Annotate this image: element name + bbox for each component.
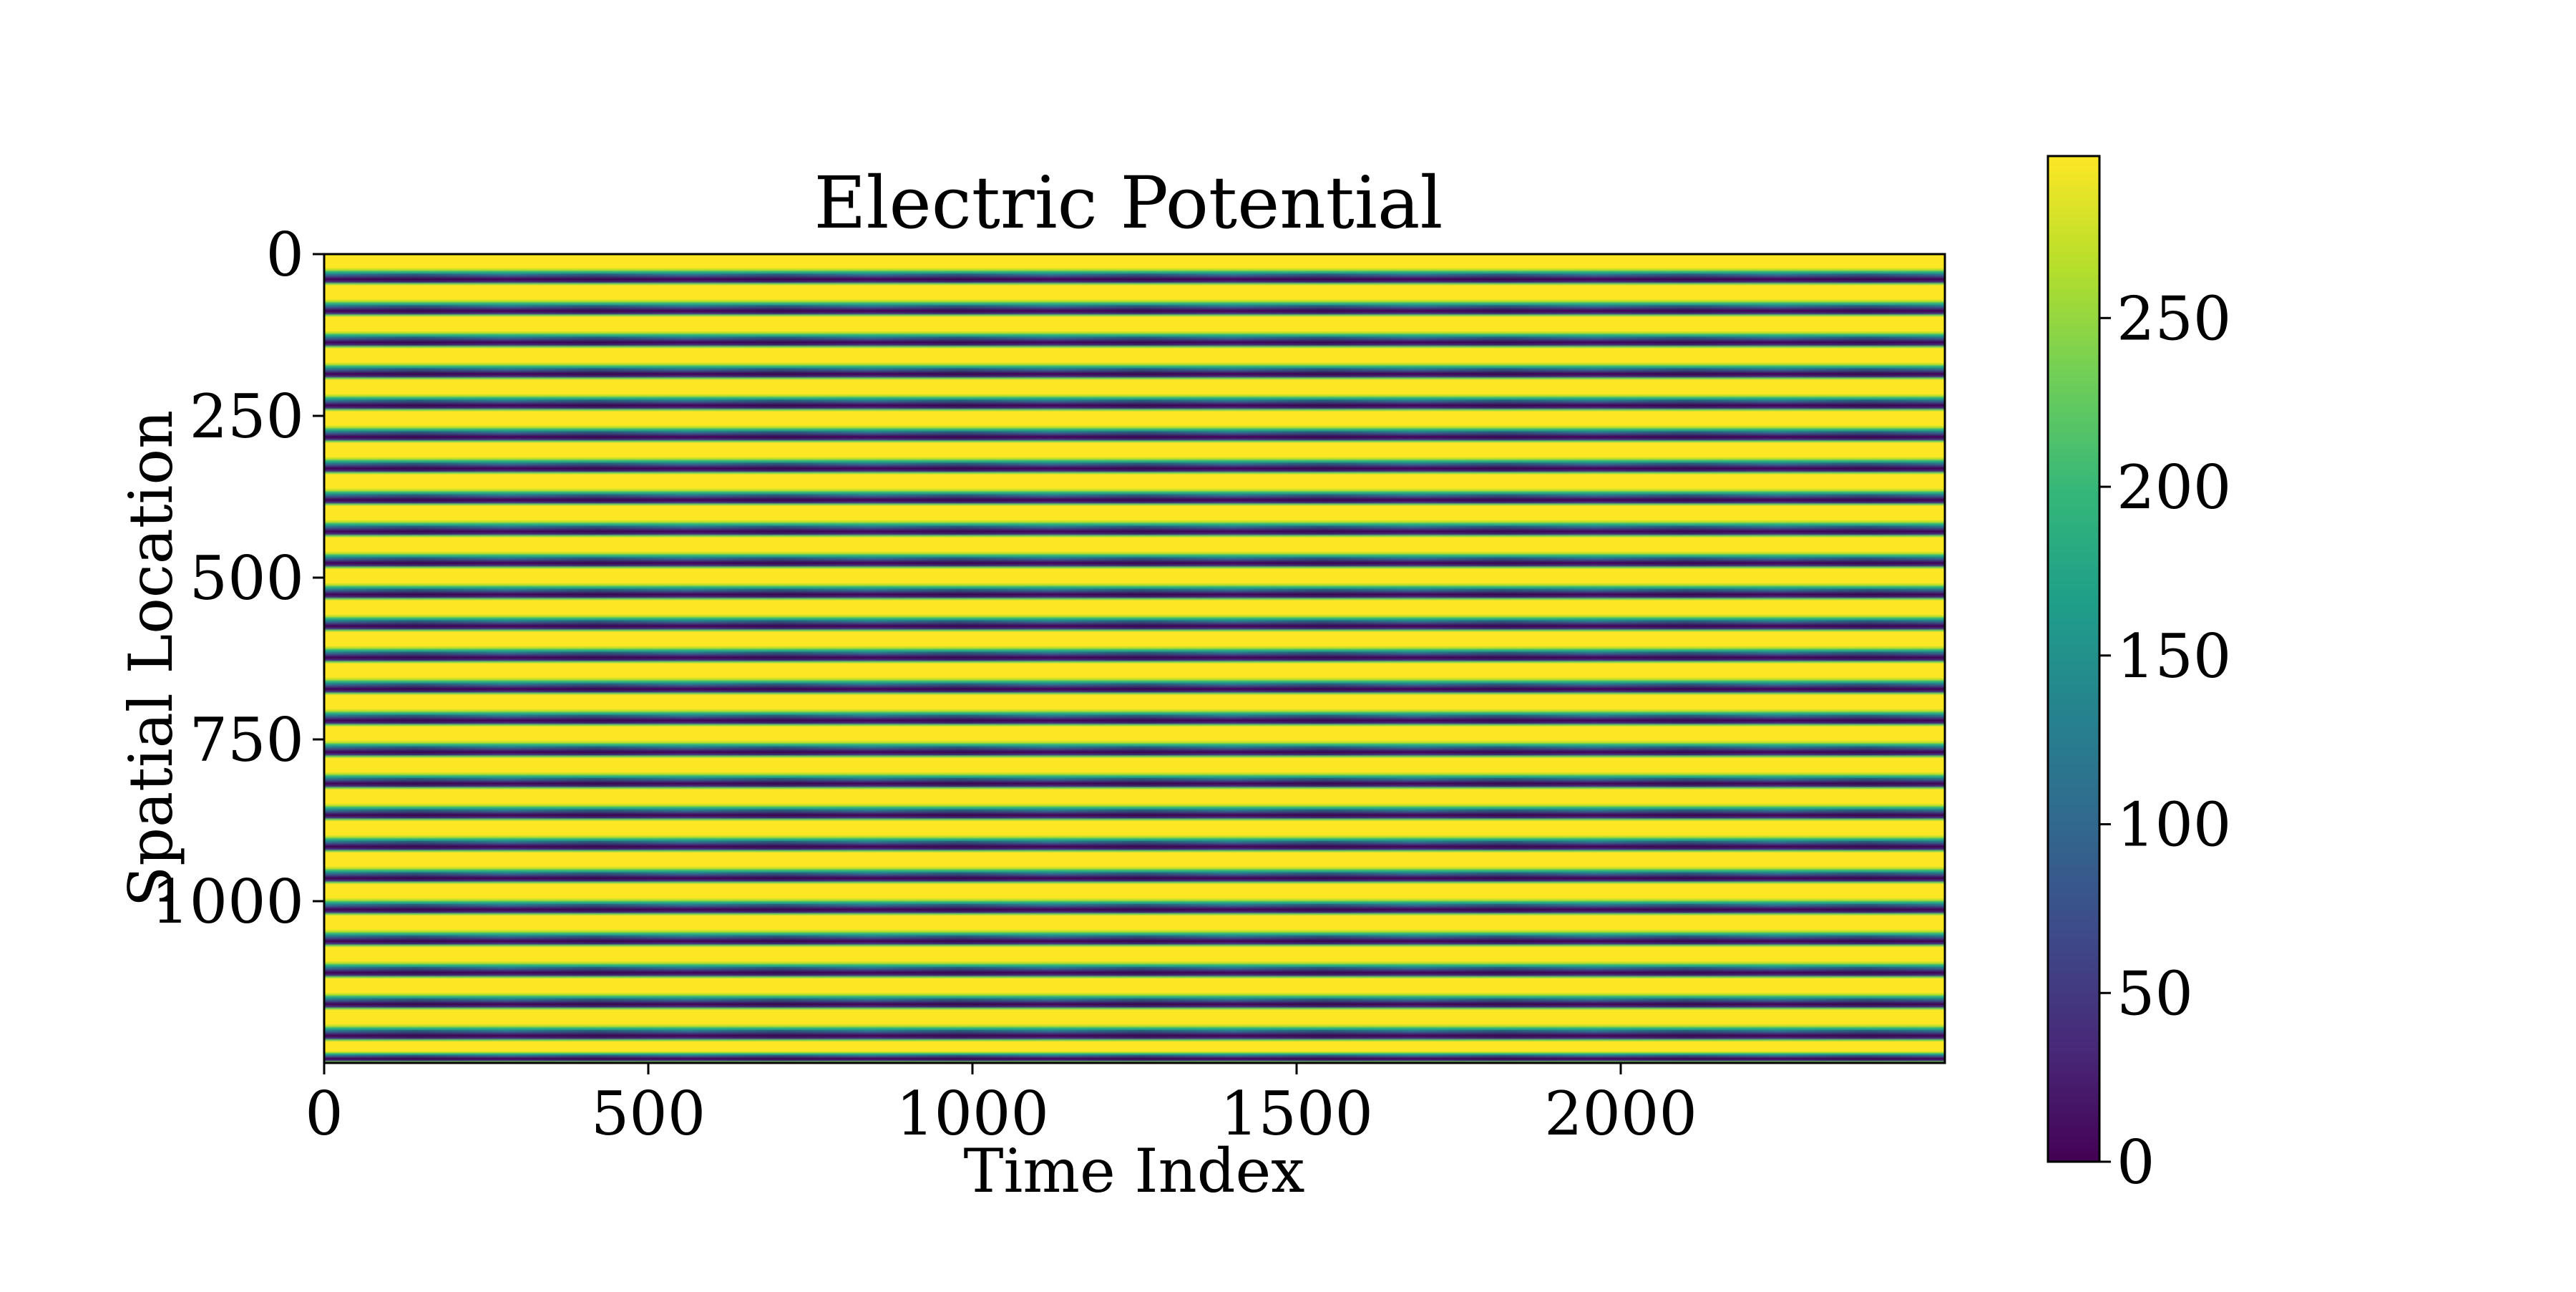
heatmap-plot-area	[324, 254, 1945, 1063]
colorbar-gradient	[2046, 155, 2101, 1163]
heatmap-band	[324, 254, 1945, 286]
heatmap-band	[324, 506, 1945, 538]
heatmap-band	[324, 758, 1945, 790]
heatmap-band	[324, 286, 1945, 318]
heatmap-band	[324, 349, 1945, 381]
y-axis: 0 250 500 750 1000	[151, 220, 324, 937]
y-tick-label: 1000	[151, 867, 304, 937]
chart-title: Electric Potential	[814, 161, 1443, 245]
plot-frame	[323, 253, 1946, 1064]
heatmap-band	[324, 915, 1945, 948]
colorbar-tick-label: 200	[2117, 452, 2231, 523]
y-tick-label: 500	[190, 543, 304, 613]
heatmap-band	[324, 821, 1945, 853]
y-tick-label: 0	[266, 220, 304, 290]
heatmap-band	[324, 727, 1945, 759]
heatmap-band	[324, 947, 1945, 979]
colorbar: 0 50 100 150 200 250	[2046, 155, 2231, 1198]
x-tick-label: 1500	[1220, 1079, 1373, 1149]
colorbar-tick-label: 100	[2117, 790, 2231, 860]
x-tick-label: 1000	[896, 1079, 1049, 1149]
heatmap-band	[324, 380, 1945, 412]
heatmap-band	[324, 601, 1945, 633]
colorbar-tick-label: 50	[2117, 958, 2193, 1029]
heatmap-band	[324, 538, 1945, 570]
heatmap-band	[324, 443, 1945, 475]
x-tick-label: 500	[591, 1079, 706, 1149]
heatmap-band	[324, 632, 1945, 664]
colorbar-tick-label: 0	[2117, 1127, 2155, 1198]
heatmap-band	[324, 317, 1945, 349]
heatmap-band	[324, 1041, 1945, 1063]
heatmap-band	[324, 412, 1945, 444]
x-axis-label: Time Index	[963, 1136, 1304, 1206]
y-axis-label: Spatial Location	[116, 410, 186, 907]
x-axis: 0 500 1000 1500 2000	[305, 1063, 1697, 1149]
y-tick-label: 750	[190, 705, 304, 775]
heatmap-band	[324, 853, 1945, 885]
colorbar-tick-label: 250	[2117, 283, 2231, 354]
heatmap-band	[324, 884, 1945, 916]
y-tick-label: 250	[190, 382, 304, 452]
heatmap-band	[324, 569, 1945, 601]
heatmap-band	[324, 695, 1945, 727]
heatmap-band	[324, 1010, 1945, 1042]
heatmap-band	[324, 978, 1945, 1011]
heatmap-band	[324, 475, 1945, 507]
x-tick-label: 2000	[1544, 1079, 1697, 1149]
heatmap-band	[324, 790, 1945, 822]
heatmap-band	[324, 664, 1945, 696]
x-tick-label: 0	[305, 1079, 343, 1149]
colorbar-tick-label: 150	[2117, 621, 2231, 691]
